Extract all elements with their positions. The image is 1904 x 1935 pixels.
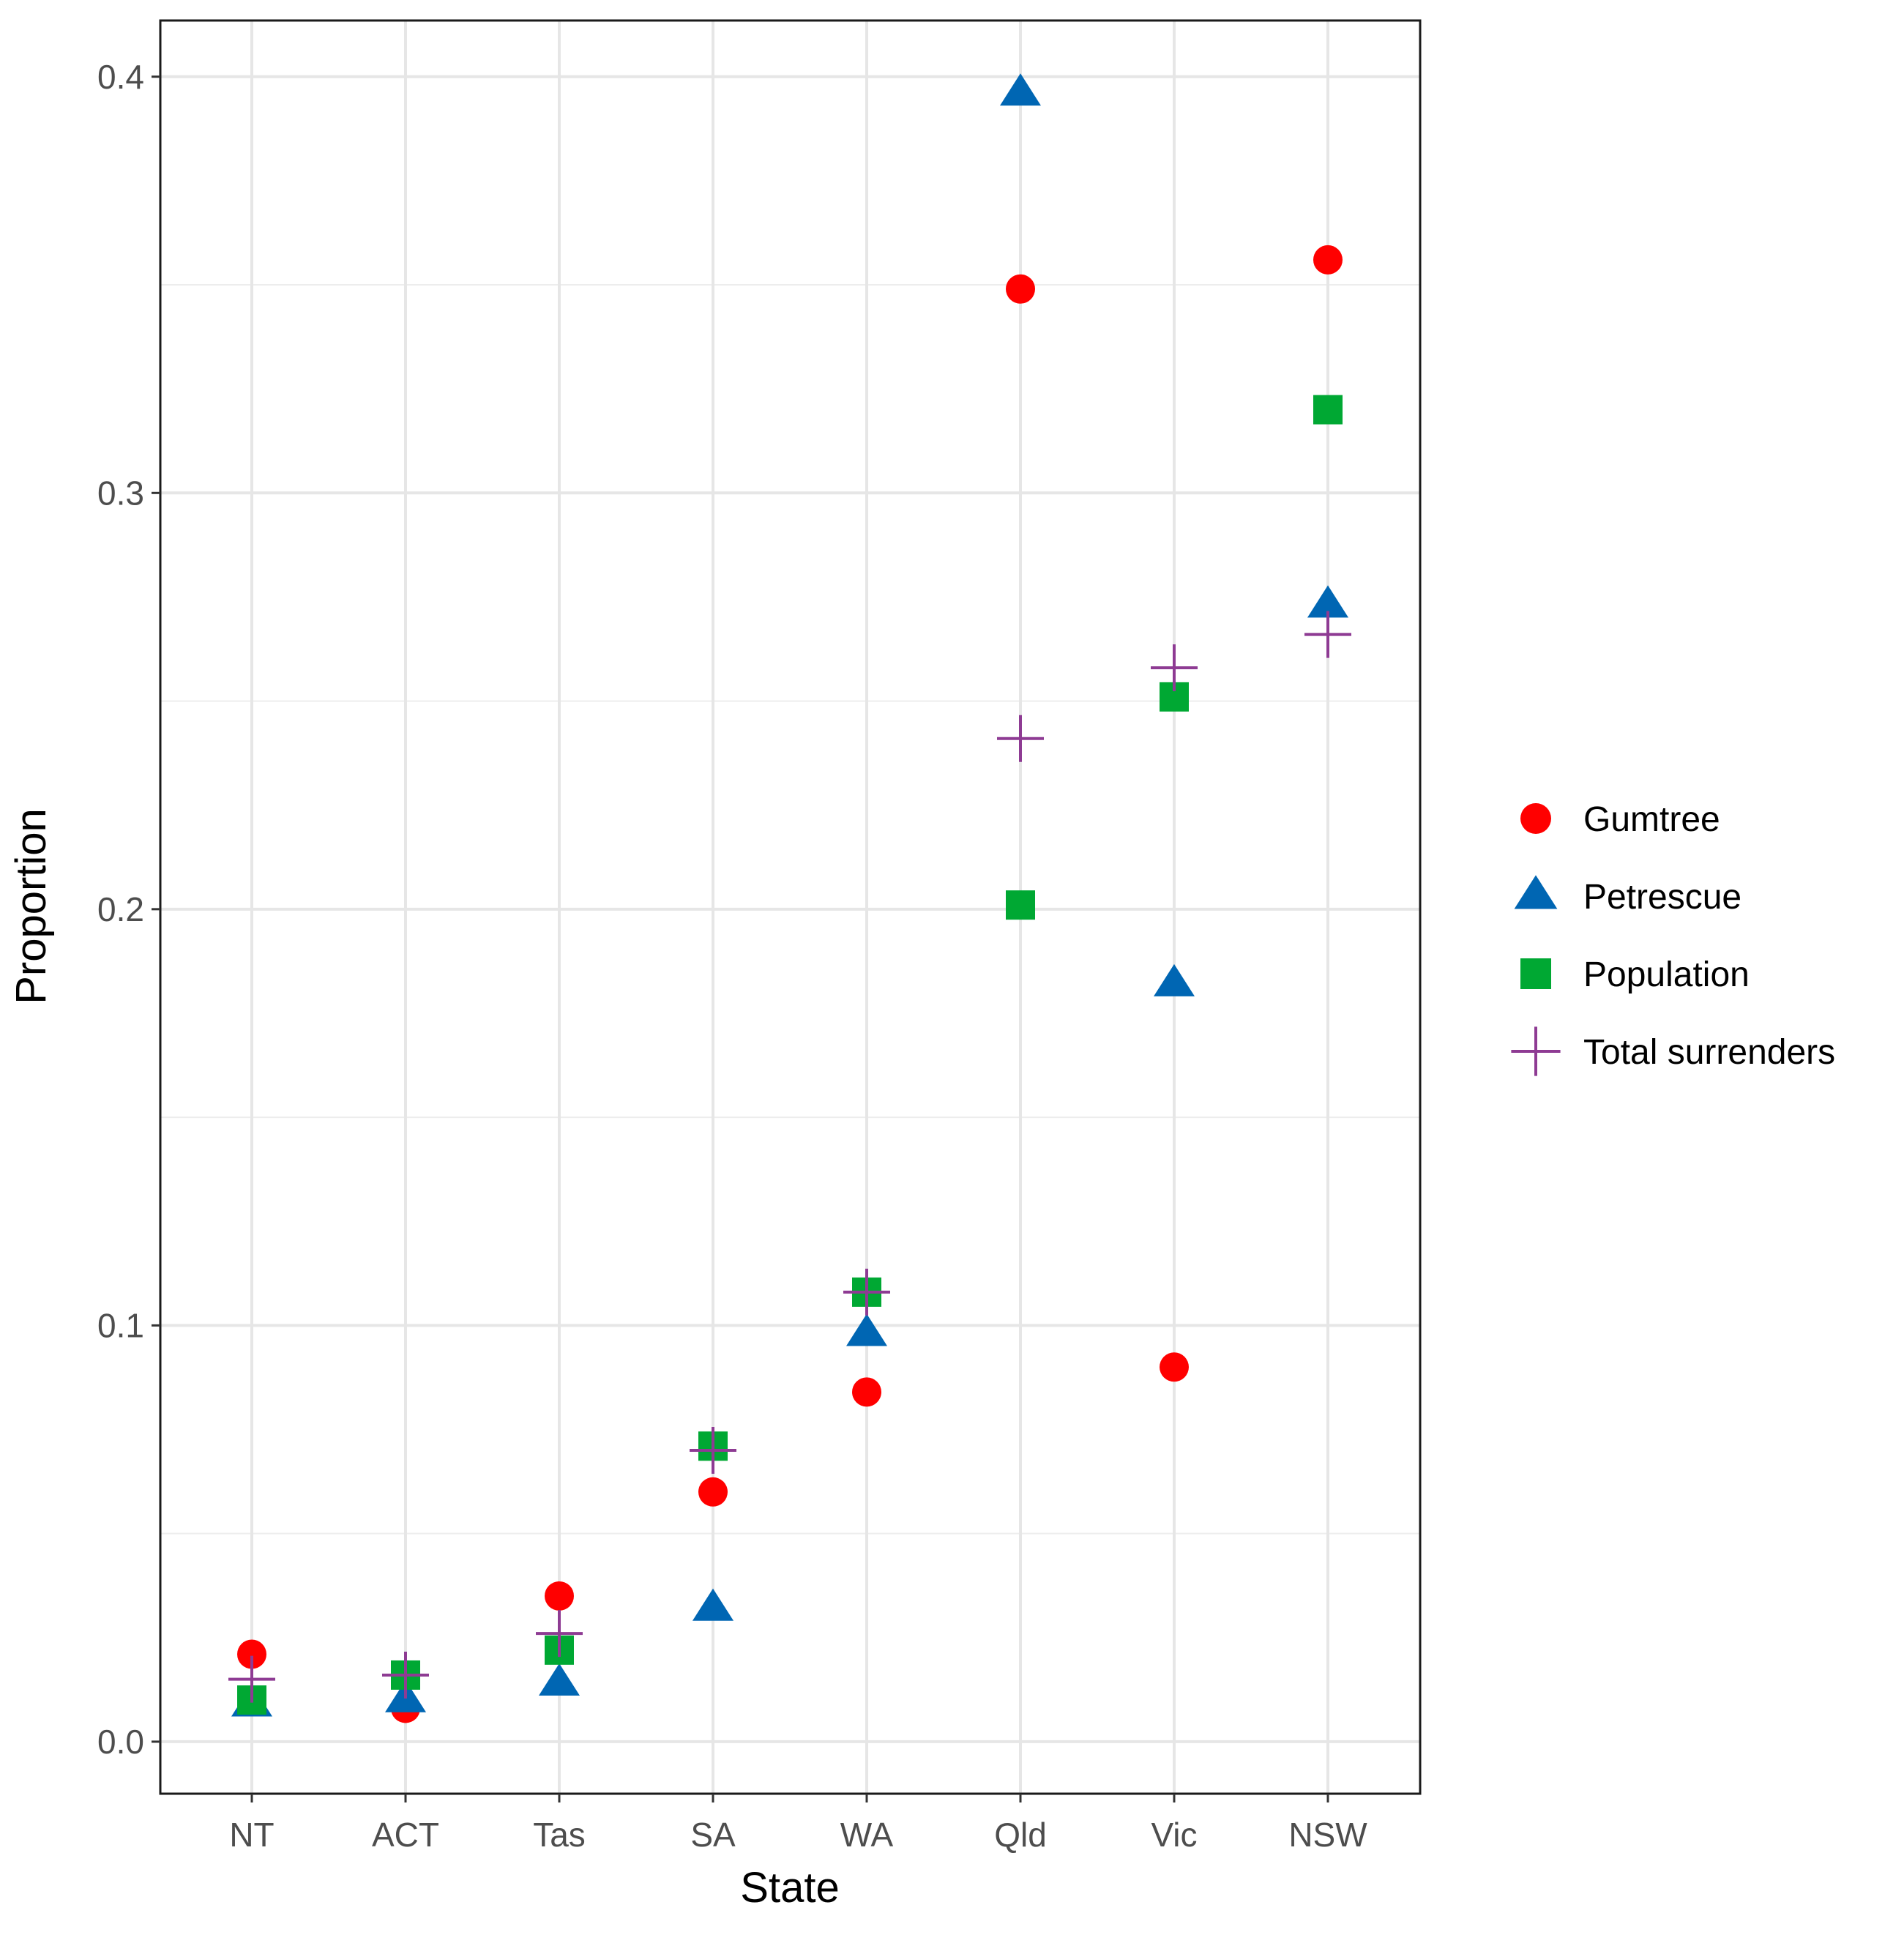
gumtree-point-qld xyxy=(1006,274,1035,304)
legend-label-population: Population xyxy=(1583,955,1750,994)
legend-label-total-surrenders: Total surrenders xyxy=(1583,1033,1835,1072)
gumtree-point-nsw xyxy=(1313,245,1343,275)
petrescue-point-wa xyxy=(846,1313,887,1346)
legend-label-gumtree: Gumtree xyxy=(1583,800,1720,839)
gumtree-point-sa xyxy=(698,1477,728,1507)
y-tick-label: 0.0 xyxy=(97,1723,144,1761)
plot-panel-border xyxy=(159,19,1422,1795)
x-tick-label: ACT xyxy=(372,1816,439,1854)
total-surrenders-point-wa xyxy=(843,1268,890,1316)
x-tick-label: NT xyxy=(229,1816,274,1854)
petrescue-point-tas xyxy=(539,1663,580,1696)
legend: Gumtree Petrescue Population Total surrende… xyxy=(1511,800,1835,1076)
population-point-nsw xyxy=(1313,395,1343,425)
gumtree-point-vic xyxy=(1160,1352,1189,1382)
y-tick-label: 0.1 xyxy=(97,1306,144,1344)
x-tick-label: Qld xyxy=(994,1816,1047,1854)
total-surrenders-point-nsw xyxy=(1304,611,1351,658)
legend-key-petrescue xyxy=(1514,875,1558,909)
gumtree-point-wa xyxy=(852,1377,881,1407)
total-surrenders-point-vic xyxy=(1151,644,1198,692)
petrescue-point-vic xyxy=(1154,963,1195,996)
x-tick-label: Tas xyxy=(533,1816,586,1854)
petrescue-point-qld xyxy=(1000,73,1041,106)
total-surrenders-point-act xyxy=(382,1651,429,1699)
axes: 0.0 0.1 0.2 0.3 0.4 NT ACT Tas SA WA Qld Vic NSW xyxy=(97,58,1367,1854)
data-marks xyxy=(228,73,1351,1723)
x-tick-label: NSW xyxy=(1288,1816,1367,1854)
gumtree-point-nt xyxy=(237,1639,266,1669)
legend-key-total-surrenders xyxy=(1511,1026,1561,1076)
legend-label-petrescue: Petrescue xyxy=(1583,878,1741,917)
total-surrenders-point-nt xyxy=(228,1655,275,1703)
x-tick-label: Vic xyxy=(1151,1816,1197,1854)
x-tick-label: SA xyxy=(690,1816,736,1854)
petrescue-point-nsw xyxy=(1307,585,1348,618)
total-surrenders-point-tas xyxy=(536,1610,583,1658)
x-tick-label: WA xyxy=(840,1816,894,1854)
legend-key-population xyxy=(1520,958,1551,989)
petrescue-point-sa xyxy=(692,1588,733,1621)
population-point-qld xyxy=(1006,890,1035,920)
total-surrenders-point-sa xyxy=(690,1426,736,1474)
y-tick-label: 0.2 xyxy=(97,890,144,928)
total-surrenders-point-qld xyxy=(997,715,1044,762)
legend-key-gumtree xyxy=(1520,803,1551,834)
y-tick-label: 0.4 xyxy=(97,58,144,96)
y-axis-title: Proportion xyxy=(7,808,55,1004)
x-axis-title: State xyxy=(740,1864,839,1912)
gumtree-point-tas xyxy=(545,1581,574,1611)
y-tick-label: 0.3 xyxy=(97,474,144,512)
